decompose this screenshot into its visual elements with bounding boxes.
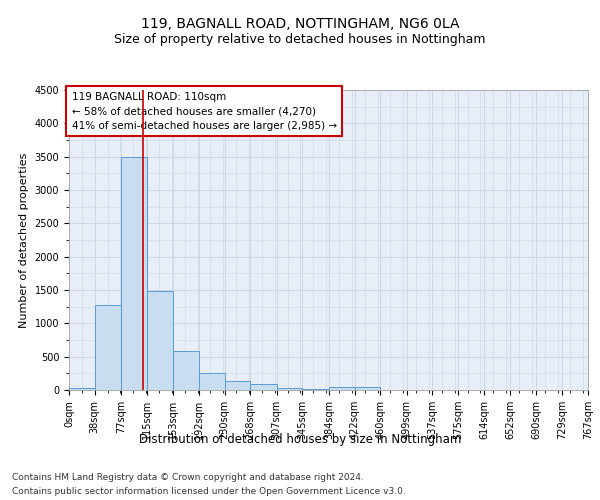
Bar [250,384,277,390]
Bar [95,306,121,390]
Bar [147,292,173,390]
Bar [199,374,224,390]
Bar [277,388,302,390]
Text: Distribution of detached houses by size in Nottingham: Distribution of detached houses by size … [139,432,461,446]
Text: 119 BAGNALL ROAD: 110sqm
← 58% of detached houses are smaller (4,270)
41% of sem: 119 BAGNALL ROAD: 110sqm ← 58% of detach… [71,92,337,131]
Bar [121,156,147,390]
Text: 119, BAGNALL ROAD, NOTTINGHAM, NG6 0LA: 119, BAGNALL ROAD, NOTTINGHAM, NG6 0LA [141,18,459,32]
Y-axis label: Number of detached properties: Number of detached properties [19,152,29,328]
Text: Contains public sector information licensed under the Open Government Licence v3: Contains public sector information licen… [12,488,406,496]
Bar [355,388,380,390]
Text: Contains HM Land Registry data © Crown copyright and database right 2024.: Contains HM Land Registry data © Crown c… [12,472,364,482]
Bar [173,352,199,390]
Bar [329,386,355,390]
Bar [224,380,250,390]
Bar [69,388,95,390]
Bar [302,389,329,390]
Text: Size of property relative to detached houses in Nottingham: Size of property relative to detached ho… [114,32,486,46]
